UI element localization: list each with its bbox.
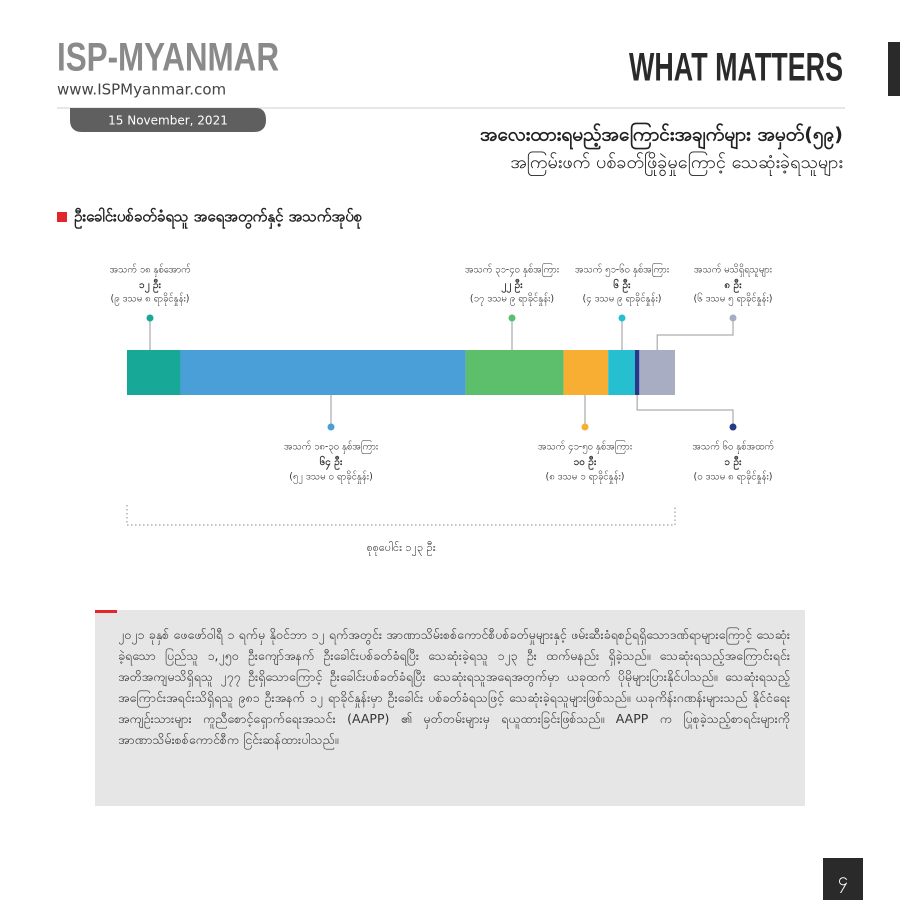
bar-segment (180, 350, 466, 395)
leader-dot (581, 423, 589, 431)
title-line: အကြမ်းဖက် ပစ်ခတ်ဖြိုခွဲမှုကြောင့် သေဆုံး… (510, 151, 843, 176)
legend-label: အသက် မသိရှိရသူများ (694, 265, 773, 277)
percent-label: (၆ ဒသမ ၅ ရာခိုင်နှုန်း) (694, 294, 773, 306)
total-bracket (126, 505, 676, 526)
legend-label: အသက် ၁၈ နှစ်အောက် (110, 265, 191, 277)
date: 15 November, 2021 (108, 114, 228, 128)
leader-dot (618, 314, 626, 322)
bar-segment (127, 350, 181, 395)
value-label: ၈ ဦး (724, 278, 742, 294)
percent-label: (၀ ဒသမ ၈ ရာခိုင်နှုန်း) (693, 472, 772, 484)
bar-segment (563, 350, 609, 395)
date-pill (70, 108, 266, 132)
series-name: WHAT MATTERS (629, 46, 843, 90)
value-label: ၆ ဦး (613, 278, 631, 294)
percent-label: (၁၇ ဒသမ ၉ ရာခိုင်နှုန်း) (470, 294, 554, 306)
page-number: ၄ (838, 869, 848, 893)
website: www.ISPMyanmar.com (57, 81, 226, 99)
legend-label: အသက် ၆၀ နှစ်အထက် (692, 442, 774, 454)
legend-label: အသက် ၁၈-၃၀ နှစ်အကြား (284, 441, 379, 454)
value-label: ၂၂ ဦး (501, 278, 523, 294)
value-label: ၆၄ ဦး (320, 455, 343, 471)
percent-label: (၄ ဒသမ ၉ ရာခိုင်နှုန်း) (583, 294, 662, 306)
text-box-accent (95, 610, 117, 613)
paragraph: ၂၀၂၁ ခုနှစ် ဖေဖော်ဝါရီ ၁ ရက်မှ နိုဝင်ဘာ … (118, 627, 790, 747)
percent-label: (၉ ဒသမ ၈ ရာခိုင်နှုန်း) (110, 294, 189, 306)
bar-segment (465, 350, 564, 395)
edge-tab (888, 42, 900, 96)
bar-segment (639, 350, 675, 395)
bar-segment (634, 350, 640, 395)
brand: ISP-MYANMAR (57, 36, 279, 80)
bar-segment (608, 350, 635, 395)
legend-label: အသက် ၄၁-၅၀ နှစ်အကြား (538, 441, 633, 454)
value-label: ၁၀ ဦး (574, 455, 597, 471)
percent-label: (၅၂ ဒသမ ၀ ရာခိုင်နှုန်း) (289, 472, 373, 484)
percent-label: (၈ ဒသမ ၁ ရာခိုင်နှုန်း) (545, 472, 624, 484)
legend-label: အသက် ၃၁-၄၀ နှစ်အကြား (465, 264, 560, 277)
leader-line (636, 395, 734, 427)
text-box (95, 610, 805, 806)
chart-title: ဦးခေါင်းပစ်ခတ်ခံရသူ အရေအတွက်နှင့် အသက်အု… (74, 207, 363, 230)
leader-dot (508, 314, 516, 322)
leader-line (656, 318, 734, 350)
leader-dot (729, 423, 737, 431)
total-label: စုစုပေါင်း ၁၂၃ ဦး (366, 541, 435, 556)
leader-dot (327, 423, 335, 431)
value-label: ၁၂ ဦး (139, 278, 162, 294)
legend-label: အသက် ၅၁-၆၀ နှစ်အကြား (575, 264, 670, 277)
title-line: အလေးထားရမည့်အကြောင်းအချက်များ အမှတ်(၅၉) (480, 121, 843, 151)
value-label: ၁ ဦး (724, 455, 742, 471)
leader-dot (146, 314, 154, 322)
leader-dot (729, 314, 737, 322)
section-marker (57, 212, 67, 222)
page-number-box (823, 858, 863, 900)
